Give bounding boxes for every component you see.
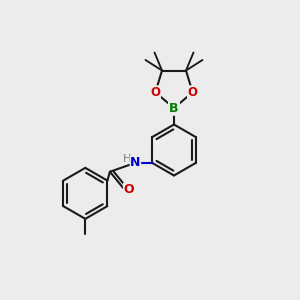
Text: O: O [188,86,198,99]
Text: N: N [130,156,141,169]
Text: O: O [150,86,161,99]
Text: B: B [169,101,179,115]
Text: O: O [124,183,134,196]
Text: H: H [123,154,131,164]
